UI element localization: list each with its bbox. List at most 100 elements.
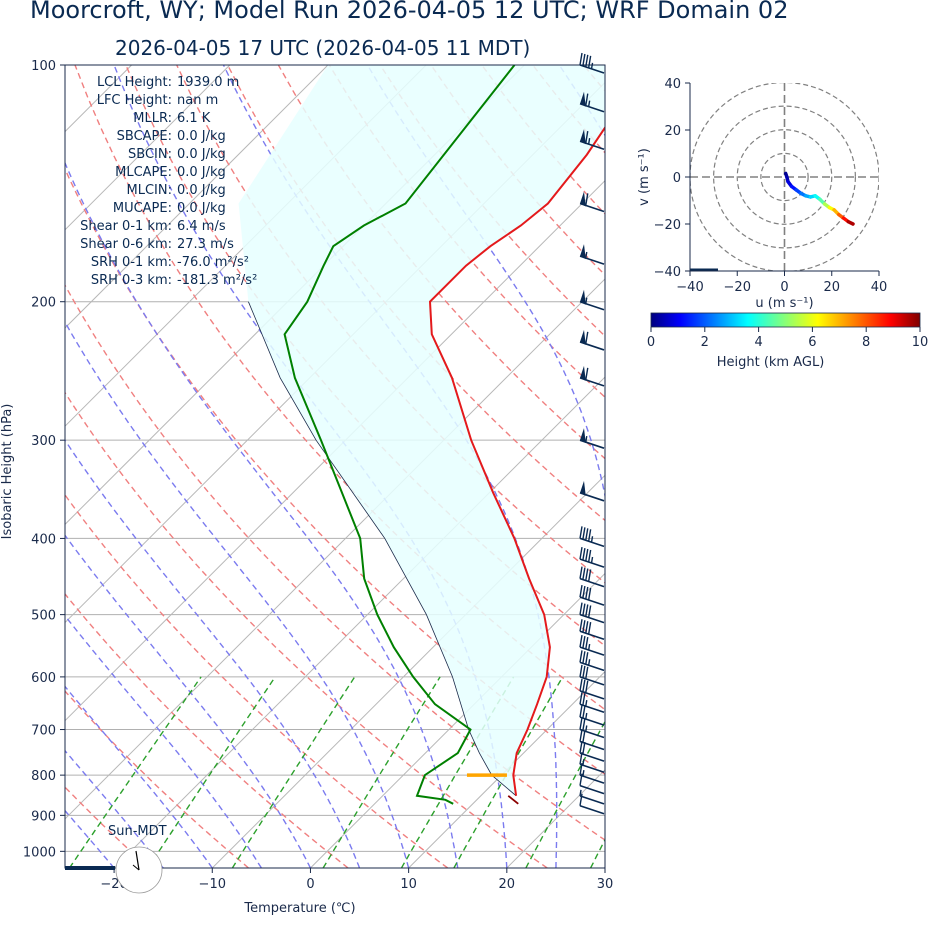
wind-barb-half — [590, 62, 594, 69]
wind-barb-full — [582, 527, 586, 540]
parameter-value: 0.0 J/kg — [177, 183, 226, 198]
wind-barb — [579, 129, 605, 150]
moist-adiabat — [65, 161, 459, 868]
wind-barb-full — [579, 729, 583, 742]
y-tick-label: 500 — [31, 609, 56, 624]
wind-barb-full — [582, 693, 586, 706]
dry-adiabat — [582, 65, 605, 93]
wind-barb-full — [587, 569, 592, 582]
wind-barb-full — [582, 547, 586, 561]
wind-barb-full — [587, 605, 592, 618]
hodograph-x-tick-label: 20 — [823, 280, 840, 295]
x-tick-label: 0 — [306, 877, 314, 892]
isotherm-line — [211, 474, 605, 868]
x-tick-label: 30 — [597, 877, 614, 892]
dry-adiabat — [65, 391, 548, 868]
wind-barb-full — [585, 666, 589, 679]
wind-barb — [579, 526, 605, 548]
hodograph-y-tick-label: 20 — [664, 124, 681, 139]
parameter-value: 0.0 J/kg — [177, 165, 226, 180]
wind-barb-full — [582, 705, 586, 719]
wind-barb-full — [582, 718, 586, 731]
wind-barb-staff — [579, 740, 605, 751]
page-title: Moorcroft, WY; Model Run 2026-04-05 12 U… — [30, 0, 789, 24]
colorbar-tick-label: 4 — [754, 335, 762, 350]
wind-barb-full — [582, 741, 586, 755]
parameter-label: MLCIN: — [127, 183, 172, 198]
colorbar-gradient — [650, 312, 921, 328]
dry-adiabat — [65, 592, 349, 868]
hodograph-x-tick-label: −20 — [724, 280, 751, 295]
colorbar-tick-label: 8 — [862, 335, 870, 350]
sun-dial-hand — [135, 850, 140, 871]
parameter-label: MLCAPE: — [115, 165, 172, 180]
wind-barb-full — [579, 526, 583, 539]
parameter-label: SBCAPE: — [117, 129, 172, 144]
parameter-value: 0.0 J/kg — [177, 147, 226, 162]
wind-barb-half — [585, 251, 588, 259]
parcel-profile-line — [248, 301, 517, 797]
wind-barb-half — [587, 100, 591, 107]
parameter-panel: LCL Height: 1939.0 m LFC Height: nan m MLLR:… — [80, 75, 257, 288]
wind-barb-full — [579, 678, 583, 691]
wind-barb-full — [579, 717, 583, 730]
isotherm-line — [65, 65, 329, 329]
wind-barb-full — [582, 620, 586, 633]
mixing-ratio-line — [589, 838, 605, 868]
wind-barb-staff — [579, 716, 605, 726]
dry-adiabat — [277, 65, 605, 460]
parameter-label: SRH 0-3 km: — [91, 273, 172, 288]
dewpoint-line — [283, 65, 516, 805]
wind-barb-half — [587, 643, 591, 651]
isotherm-line — [310, 572, 605, 868]
wind-barb-full — [579, 619, 583, 632]
hodograph-x-tick-label: −40 — [676, 280, 703, 295]
wind-barb-full — [582, 665, 586, 678]
x-tick-label: 10 — [400, 877, 417, 892]
wind-barb-full — [585, 528, 589, 541]
x-axis-label: Temperature (℃) — [243, 901, 355, 916]
moist-adiabat — [366, 65, 605, 868]
wind-barb-staff — [579, 703, 605, 713]
dry-adiabat — [532, 65, 605, 154]
wind-barb-full — [585, 680, 589, 693]
wind-barb-full — [585, 568, 589, 581]
dry-adiabat — [65, 493, 449, 868]
wind-barb-flag — [580, 191, 586, 207]
y-tick-label: 900 — [31, 809, 56, 824]
moist-adiabat — [65, 534, 312, 868]
wind-barb-full — [587, 549, 592, 563]
isotherm-line — [703, 65, 928, 868]
hodograph-y-label: v (m s⁻¹) — [637, 148, 652, 206]
wind-barb-half — [582, 769, 585, 777]
wind-barb-full — [585, 636, 589, 650]
wind-barb-full — [579, 664, 583, 678]
wind-barb — [579, 650, 605, 672]
mixing-ratio-line — [322, 676, 441, 868]
y-tick-label: 600 — [31, 671, 56, 686]
wind-barb — [579, 664, 605, 686]
hodograph-x-tick-label: 0 — [780, 280, 788, 295]
isotherm-line — [506, 769, 605, 868]
wind-barb-full — [585, 652, 589, 665]
wind-barb-full — [579, 602, 583, 615]
wind-barb-full — [582, 636, 586, 649]
y-tick-label: 400 — [31, 532, 56, 547]
skewt-frame — [64, 64, 606, 869]
mixing-ratio-line — [68, 676, 202, 868]
y-tick-label: 1000 — [23, 845, 56, 860]
wind-barb-staff — [579, 661, 605, 672]
wind-barb-half — [579, 789, 582, 796]
parameter-label: Shear 0-6 km: — [80, 237, 172, 252]
wind-barb-flag — [580, 480, 586, 496]
colorbar: 0 2 4 6 8 10 Height (km AGL) — [647, 312, 928, 370]
wind-barb — [579, 752, 605, 774]
wind-barb — [579, 704, 605, 726]
wind-barb-staff — [579, 804, 605, 815]
parameter-label: MUCAPE: — [113, 201, 172, 216]
dry-adiabat — [328, 65, 605, 399]
hodograph-y-tick-label: 40 — [664, 77, 681, 92]
wind-barb-staff — [579, 676, 605, 686]
mixing-ratio-line — [638, 677, 735, 868]
isotherm-line — [65, 65, 231, 231]
